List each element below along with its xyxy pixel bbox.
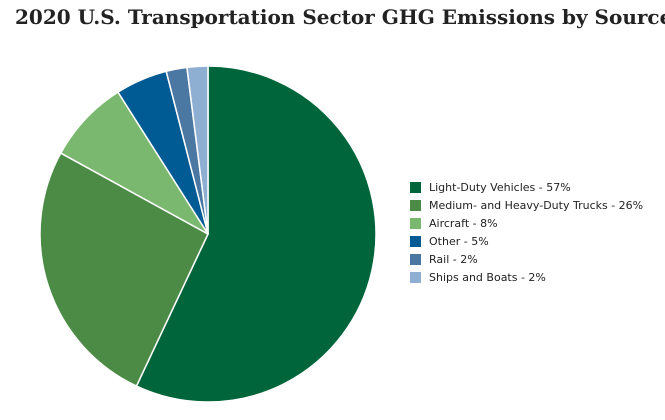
legend-item-ships-and-boats: Ships and Boats - 2% [410, 268, 643, 286]
pie-slice-light-duty-vehicles [135, 65, 377, 403]
legend-item-medium-and-heavy-duty-trucks: Medium- and Heavy-Duty Trucks - 26% [410, 196, 643, 214]
legend-label-other: Other - 5% [429, 234, 489, 248]
legend-swatch-other [410, 235, 421, 247]
legend-swatch-rail [410, 253, 421, 265]
legend-item-other: Other - 5% [410, 232, 643, 250]
legend-label-light-duty-vehicles: Light-Duty Vehicles - 57% [429, 180, 571, 194]
legend-label-aircraft: Aircraft - 8% [429, 216, 498, 230]
legend-item-rail: Rail - 2% [410, 250, 643, 268]
chart-legend: Light-Duty Vehicles - 57% Medium- and Hea… [410, 178, 643, 286]
legend-swatch-aircraft [410, 217, 421, 229]
legend-item-aircraft: Aircraft - 8% [410, 214, 643, 232]
legend-label-rail: Rail - 2% [429, 252, 478, 266]
legend-item-light-duty-vehicles: Light-Duty Vehicles - 57% [410, 178, 643, 196]
legend-swatch-ships-and-boats [410, 271, 421, 283]
chart-title: 2020 U.S. Transportation Sector GHG Emis… [15, 5, 665, 29]
legend-swatch-light-duty-vehicles [410, 181, 421, 193]
legend-label-ships-and-boats: Ships and Boats - 2% [429, 270, 546, 284]
legend-swatch-medium-and-heavy-duty-trucks [410, 199, 421, 211]
pie-slice-ships-and-boats [186, 65, 209, 235]
legend-label-medium-and-heavy-duty-trucks: Medium- and Heavy-Duty Trucks - 26% [429, 198, 644, 212]
